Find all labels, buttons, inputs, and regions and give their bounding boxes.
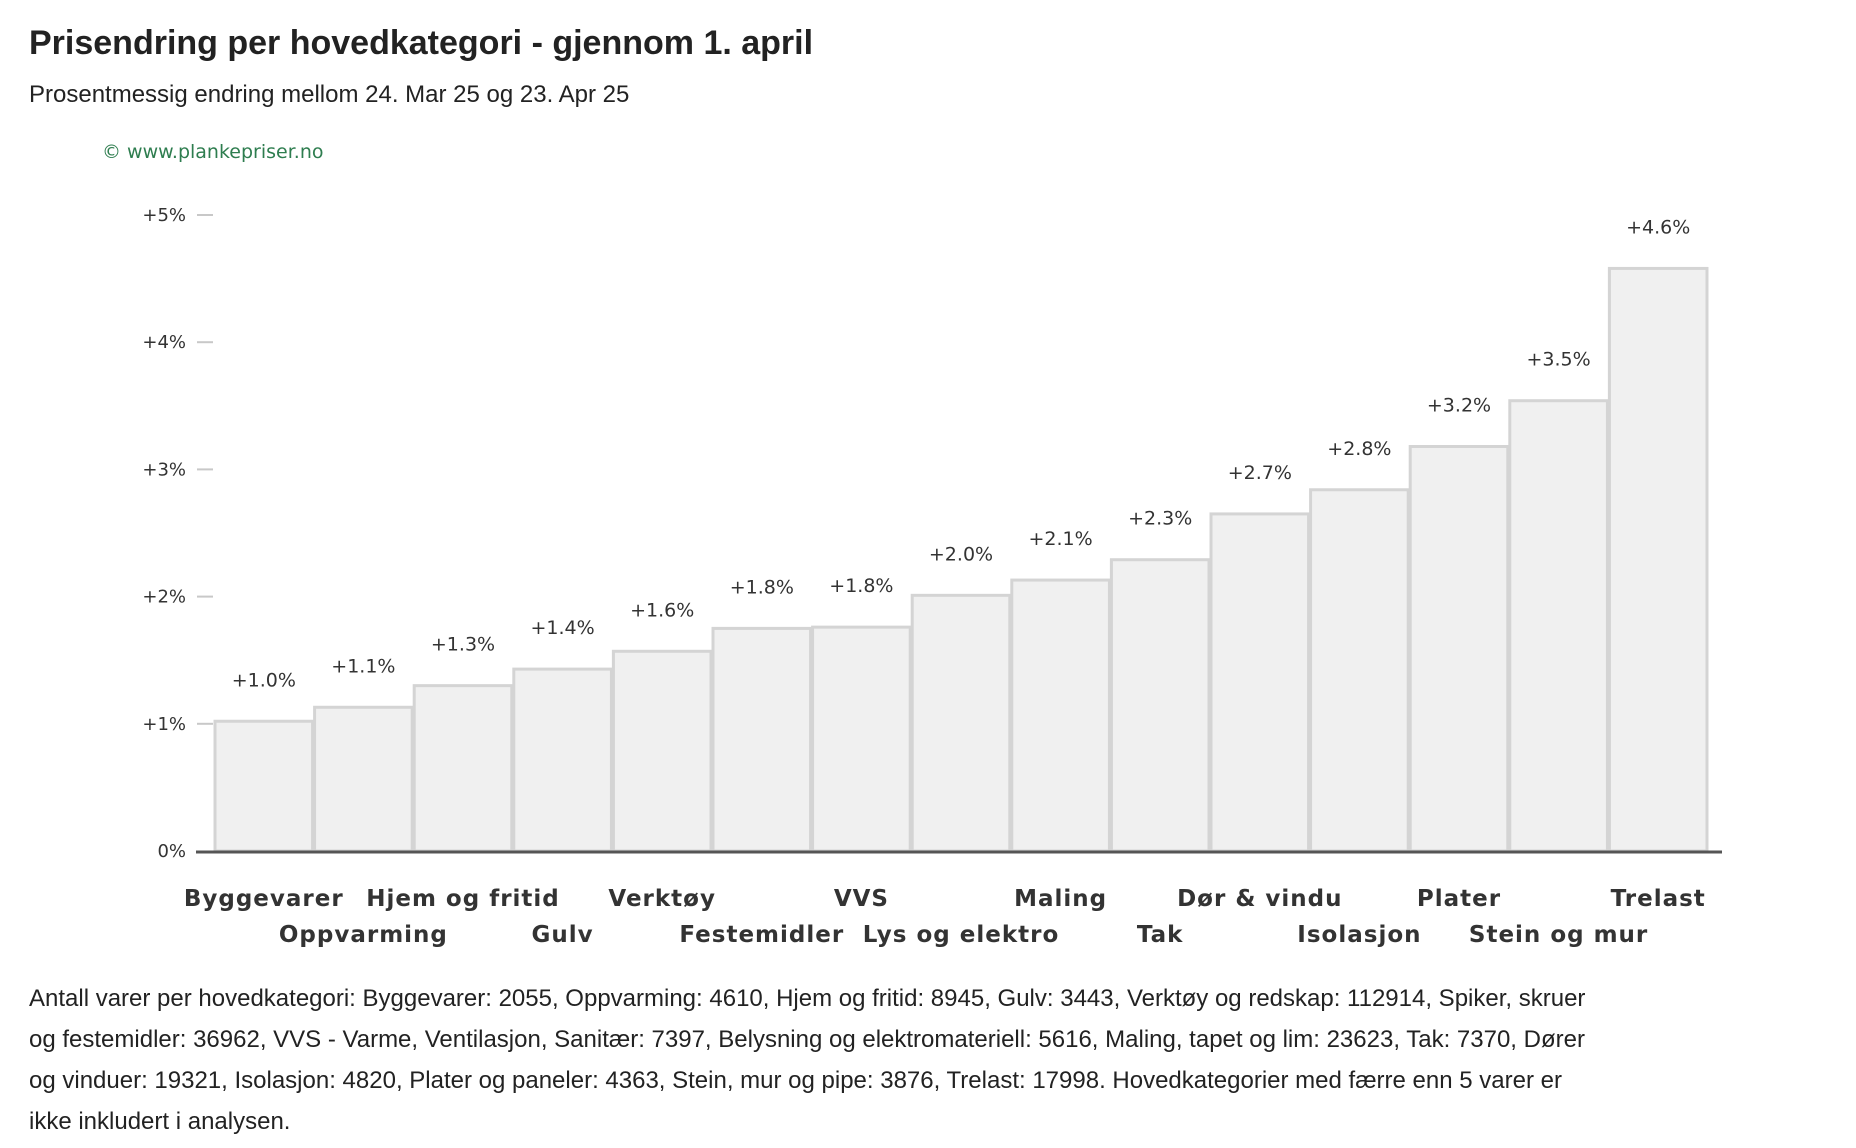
x-tick-label: Lys og elektro: [863, 922, 1060, 948]
x-tick-label: Isolasjon: [1297, 922, 1421, 948]
data-label: +2.0%: [929, 543, 993, 565]
bar[interactable]: [512, 667, 613, 853]
x-tick-label: Maling: [1014, 886, 1107, 912]
data-labels: +1.0% +1.1% +1.3% +1.4% +1.6% +1.8% +1.8% +2.0%…: [232, 216, 1691, 691]
x-axis-labels: Byggevarer Oppvarming Hjem og fritid Gulv Ve…: [184, 886, 1706, 948]
bar[interactable]: [1309, 488, 1410, 853]
x-tick-label: Tak: [1137, 922, 1184, 948]
x-tick-label: Gulv: [532, 922, 594, 948]
bar[interactable]: [412, 684, 514, 853]
y-axis: 0% +1% +2% +3% +4% +5%: [142, 205, 213, 862]
data-label: +3.5%: [1526, 349, 1590, 371]
data-label: +2.1%: [1028, 528, 1092, 550]
y-tick-label: +5%: [142, 205, 186, 226]
bar[interactable]: [811, 625, 912, 853]
x-tick-label: Hjem og fritid: [366, 886, 560, 912]
copyright-link[interactable]: © www.plankepriser.no: [102, 141, 324, 163]
x-tick-label: Verktøy: [608, 886, 716, 912]
page-subtitle: Prosentmessig endring mellom 24. Mar 25 …: [29, 81, 630, 108]
y-tick-label: +1%: [142, 714, 186, 735]
data-label: +2.7%: [1228, 462, 1292, 484]
data-label: +1.6%: [630, 599, 694, 621]
page-title: Prisendring per hovedkategori - gjennom …: [29, 24, 814, 62]
bar[interactable]: [1408, 445, 1510, 853]
bar[interactable]: [1109, 558, 1211, 853]
footnote: Antall varer per hovedkategori: Byggevar…: [29, 985, 1586, 1135]
bar[interactable]: [1010, 578, 1111, 853]
y-tick-label: +2%: [142, 587, 186, 608]
data-label: +3.2%: [1427, 395, 1491, 417]
data-label: +1.4%: [530, 617, 594, 639]
data-label: +1.8%: [730, 576, 794, 598]
bar[interactable]: [313, 705, 414, 853]
y-tick-label: +3%: [142, 459, 186, 480]
bars: [213, 266, 1709, 853]
x-tick-label: Byggevarer: [184, 886, 344, 912]
data-label: +1.3%: [431, 634, 495, 656]
bar[interactable]: [910, 593, 1012, 853]
bar[interactable]: [1508, 399, 1609, 853]
x-tick-label: Dør & vindu: [1177, 886, 1342, 912]
bar[interactable]: [611, 649, 713, 853]
bar[interactable]: [1607, 266, 1709, 853]
data-label: +2.8%: [1327, 438, 1391, 460]
x-tick-label: Oppvarming: [279, 922, 448, 948]
bar[interactable]: [1209, 512, 1311, 853]
data-label: +4.6%: [1626, 216, 1690, 238]
bar[interactable]: [213, 719, 315, 853]
y-tick-label: 0%: [157, 841, 186, 862]
x-tick-label: VVS: [834, 886, 889, 912]
bar-chart: 0%+1%+2%+3%+4%+5% +1.0%+1.1%+1.3%+1.4%+1…: [142, 205, 1722, 948]
x-tick-label: Trelast: [1611, 886, 1706, 912]
x-tick-label: Stein og mur: [1469, 922, 1648, 948]
data-label: +1.1%: [331, 655, 395, 677]
bar[interactable]: [711, 626, 813, 853]
x-tick-label: Festemidler: [679, 922, 844, 948]
data-label: +2.3%: [1128, 508, 1192, 530]
x-tick-label: Plater: [1417, 886, 1501, 912]
data-label: +1.0%: [232, 669, 296, 691]
data-label: +1.8%: [829, 575, 893, 597]
y-tick-label: +4%: [142, 332, 186, 353]
